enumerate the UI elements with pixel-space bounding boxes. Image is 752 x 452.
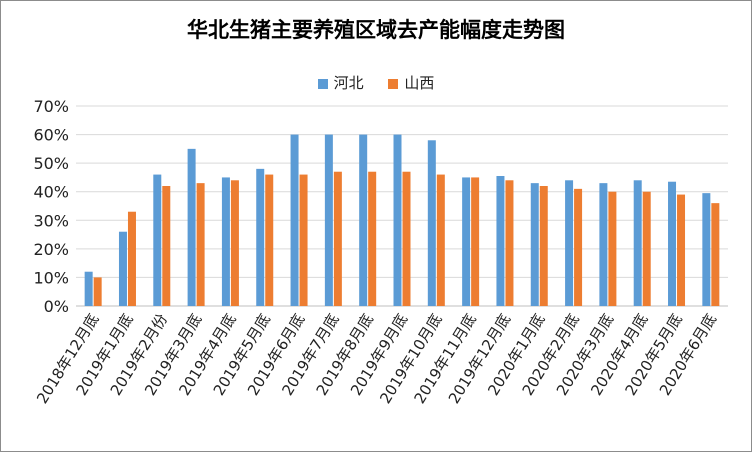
bar-shanxi (711, 203, 720, 306)
legend-item-hebei: 河北 (317, 72, 364, 93)
chart-title: 华北生猪主要养殖区域去产能幅度走势图 (187, 18, 565, 42)
bar-shanxi (93, 277, 102, 306)
y-tick-label: 20% (33, 240, 69, 259)
y-tick-label: 50% (33, 154, 69, 173)
bar-shanxi (402, 171, 411, 306)
bar-shanxi (127, 211, 136, 306)
legend-item-shanxi: 山西 (388, 72, 434, 93)
bar-shanxi (265, 174, 274, 306)
bar-hebei (324, 134, 333, 306)
bar-shanxi (471, 177, 480, 306)
bar-shanxi (299, 174, 308, 306)
bar-shanxi (230, 180, 239, 306)
bar-hebei (427, 140, 436, 306)
bar-hebei (633, 180, 642, 306)
bar-hebei (530, 183, 539, 306)
legend-swatch-hebei (317, 78, 328, 89)
bar-shanxi (333, 171, 342, 306)
legend-swatch-shanxi (388, 78, 399, 89)
bar-hebei (187, 148, 196, 306)
bar-hebei (221, 177, 230, 306)
y-tick-label: 60% (33, 126, 69, 145)
bar-hebei (256, 168, 265, 306)
y-tick-label: 10% (33, 268, 69, 287)
legend: 河北 山西 (0, 72, 752, 93)
y-tick-label: 40% (33, 183, 69, 202)
bar-hebei (599, 183, 608, 306)
bar-shanxi (436, 174, 445, 306)
bar-hebei (462, 177, 471, 306)
bar-hebei (290, 134, 299, 306)
bar-hebei (153, 174, 162, 306)
y-tick-label: 0% (44, 297, 69, 316)
bar-shanxi (642, 191, 651, 306)
bar-hebei (496, 176, 505, 306)
bar-shanxi (162, 186, 171, 306)
bar-hebei (668, 181, 677, 306)
y-tick-label: 30% (33, 211, 69, 230)
bar-shanxi (608, 191, 617, 306)
bar-hebei (565, 180, 574, 306)
bar-shanxi (196, 183, 205, 306)
y-tick-label: 70% (33, 97, 69, 116)
legend-label-hebei: 河北 (333, 74, 364, 92)
bar-shanxi (539, 186, 548, 306)
bar-hebei (359, 134, 368, 306)
bar-hebei (702, 193, 711, 306)
bar-shanxi (368, 171, 377, 306)
bar-hebei (118, 231, 127, 306)
bar-shanxi (677, 194, 686, 306)
bar-shanxi (505, 180, 514, 306)
bar-hebei (84, 271, 93, 306)
legend-label-shanxi: 山西 (404, 74, 435, 92)
bar-hebei (393, 134, 402, 306)
bar-shanxi (574, 188, 583, 306)
